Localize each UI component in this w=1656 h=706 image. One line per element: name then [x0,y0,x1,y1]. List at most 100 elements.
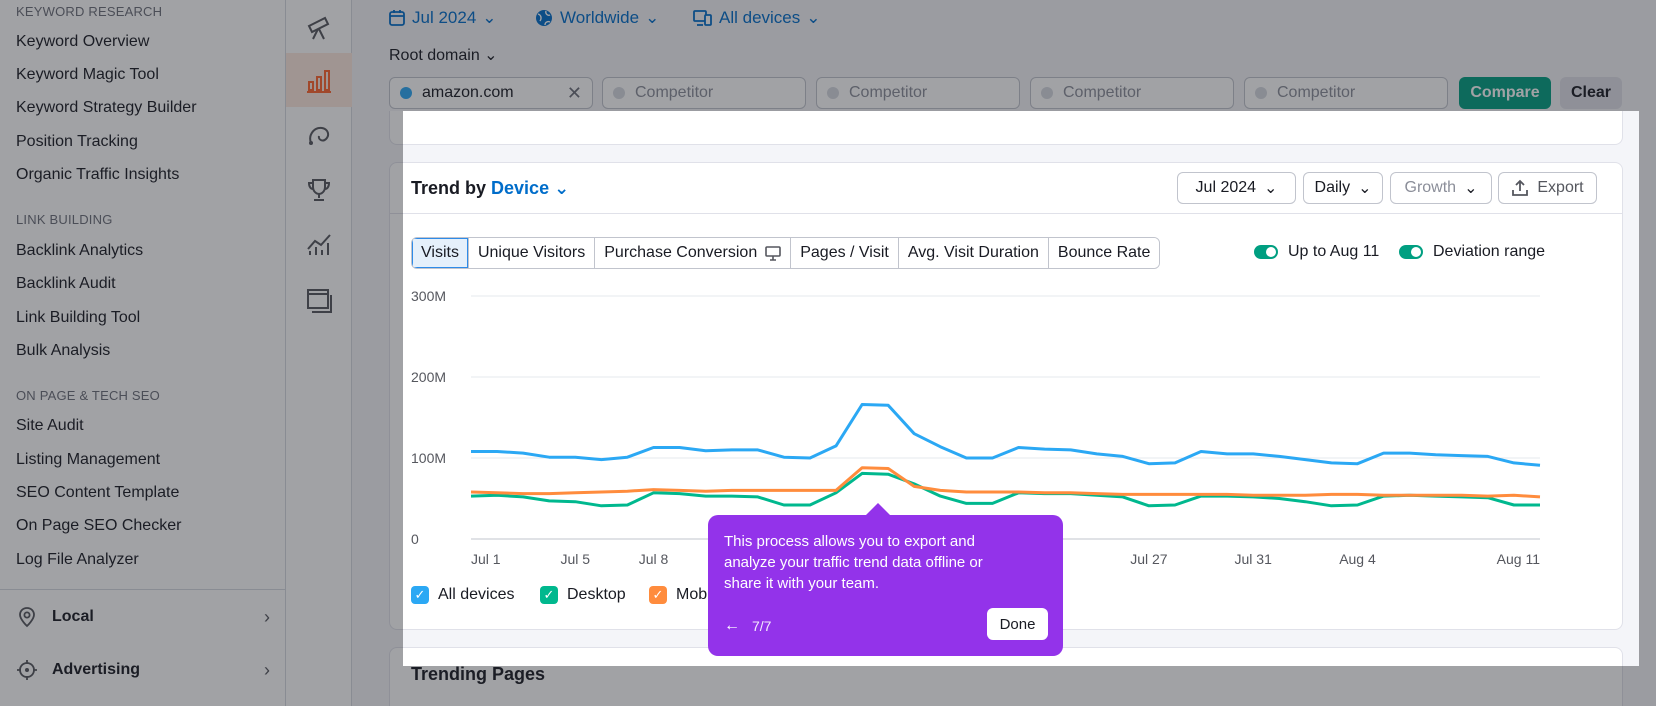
competitor-placeholder: Competitor [849,84,928,101]
rail-trend-button[interactable] [286,218,352,272]
series-line-all-devices [471,403,1541,467]
chevron-down-icon: ⌄ [484,47,498,64]
upload-icon [1512,179,1529,196]
competitor-input-1[interactable]: Competitor [602,77,806,109]
telescope-icon [307,16,330,40]
root-domain-selector[interactable]: Root domain ⌄ [389,45,498,65]
competitor-input-2[interactable]: Competitor [816,77,1020,109]
clear-button[interactable]: Clear [1560,77,1622,109]
metric-tabs: Visits Unique Visitors Purchase Conversi… [411,237,1161,269]
sidebar-item-keyword-magic-tool[interactable]: Keyword Magic Tool [16,66,159,83]
legend-desktop[interactable]: ✓ Desktop [540,586,626,604]
legend-all-devices[interactable]: ✓ All devices [411,586,514,604]
devices-filter[interactable]: All devices ⌄ [693,8,821,28]
sidebar-item-bulk-analysis[interactable]: Bulk Analysis [16,342,111,359]
rail-telescope-button[interactable] [286,0,352,54]
y-tick-label: 0 [411,531,419,547]
tab-visits[interactable]: Visits [412,238,469,268]
sidebar-item-backlink-audit[interactable]: Backlink Audit [16,275,116,292]
checkbox-checked-icon: ✓ [649,586,667,604]
sidebar-group-local[interactable]: Local › [16,602,270,632]
sidebar-item-log-file-analyzer[interactable]: Log File Analyzer [16,551,139,568]
dimension-selector[interactable]: Device ⌄ [491,178,569,198]
chevron-down-icon: ⌄ [806,8,821,27]
crosshair-icon [17,660,37,680]
region-filter-label: Worldwide [560,8,640,27]
rail-stacked-windows-button[interactable] [286,274,352,328]
sidebar-item-keyword-overview[interactable]: Keyword Overview [16,33,150,50]
competitor-input-3[interactable]: Competitor [1030,77,1234,109]
growth-label: Growth [1404,179,1457,196]
main-domain-dot [400,87,412,99]
tour-overlay-bottom [0,666,1656,706]
x-tick-label: Jul 5 [561,551,591,567]
tour-overlay-left [0,111,403,666]
rail-orbit-button[interactable] [286,108,352,162]
tour-overlay-top [0,0,1656,111]
tab-bounce-rate[interactable]: Bounce Rate [1048,238,1160,268]
sidebar-item-backlink-analytics[interactable]: Backlink Analytics [16,242,144,259]
trending-pages-title: Trending Pages [411,664,546,684]
sidebar-item-listing-management[interactable]: Listing Management [16,451,161,468]
date-select[interactable]: Jul 2024 ⌄ [1177,172,1296,204]
orbit-icon [309,126,330,145]
sidebar-item-position-tracking[interactable]: Position Tracking [16,133,138,150]
chevron-down-icon: ⌄ [1264,180,1278,197]
competitor-dot [1041,87,1053,99]
toggle-label: Up to Aug 11 [1288,243,1380,260]
trend-chart-icon [307,234,331,255]
compare-button[interactable]: Compare [1459,77,1551,109]
back-arrow-icon[interactable]: ← [724,617,740,634]
globe-icon [536,10,552,26]
export-button[interactable]: Export [1498,172,1597,204]
location-pin-icon [19,607,35,628]
sidebar-group-advertising[interactable]: Advertising › [16,655,270,685]
sidebar-item-on-page-seo-checker[interactable]: On Page SEO Checker [16,517,182,534]
sidebar-item-link-building-tool[interactable]: Link Building Tool [16,309,141,326]
devices-filter-label: All devices [719,8,801,27]
sidebar-item-keyword-strategy-builder[interactable]: Keyword Strategy Builder [16,99,197,116]
chevron-right-icon: › [264,606,270,627]
competitor-input-4[interactable]: Competitor [1244,77,1448,109]
rail-trophy-button[interactable] [286,163,352,217]
tab-avg-visit-duration[interactable]: Avg. Visit Duration [898,238,1049,268]
tab-label: Purchase Conversion [604,244,758,261]
competitor-dot [827,87,839,99]
growth-select[interactable]: Growth ⌄ [1390,172,1492,204]
tab-pages-per-visit[interactable]: Pages / Visit [791,238,899,268]
previous-card [389,111,1623,145]
chevron-down-icon: ⌄ [482,8,497,27]
main-domain-value: amazon.com [422,84,514,101]
card-title-prefix: Trend by [411,178,487,198]
tooltip-step-counter: 7/7 [752,618,772,634]
icon-rail [286,0,352,706]
competitor-dot [613,87,625,99]
stacked-windows-icon [307,289,332,313]
sidebar-group-local-label: Local [52,608,94,625]
date-select-label: Jul 2024 [1195,179,1257,196]
sidebar-item-organic-traffic-insights[interactable]: Organic Traffic Insights [16,166,180,183]
toggle-up-to-date[interactable]: Up to Aug 11 [1254,243,1379,261]
tab-unique-visitors[interactable]: Unique Visitors [468,238,596,268]
tab-purchase-conversion[interactable]: Purchase Conversion [595,238,792,268]
checkbox-checked-icon: ✓ [540,586,558,604]
toggle-switch [1254,245,1278,259]
rail-analytics-button[interactable] [286,53,352,107]
region-filter[interactable]: Worldwide ⌄ [534,8,659,28]
tooltip-text: This process allows you to export and an… [724,533,983,592]
series-line-mobile [470,466,1541,499]
chevron-down-icon: ⌄ [1358,180,1372,197]
tooltip-done-button[interactable]: Done [987,608,1048,640]
toggle-deviation-range[interactable]: Deviation range [1399,243,1545,261]
clear-domain-icon[interactable]: ✕ [566,82,582,103]
sidebar-item-seo-content-template[interactable]: SEO Content Template [16,484,180,501]
sidebar-item-site-audit[interactable]: Site Audit [16,417,84,434]
main-domain-input[interactable]: amazon.com ✕ [389,77,593,109]
tab-label: Unique Visitors [477,244,586,261]
section-title-link-building: LINK BUILDING [16,212,113,227]
devices-icon [693,10,712,26]
trend-card: Trend by Device ⌄ Jul 2024 ⌄ Daily ⌄ Gro… [389,162,1623,630]
card-header-divider [390,213,1622,214]
date-filter[interactable]: Jul 2024 ⌄ [388,8,497,28]
granularity-select[interactable]: Daily ⌄ [1303,172,1383,204]
